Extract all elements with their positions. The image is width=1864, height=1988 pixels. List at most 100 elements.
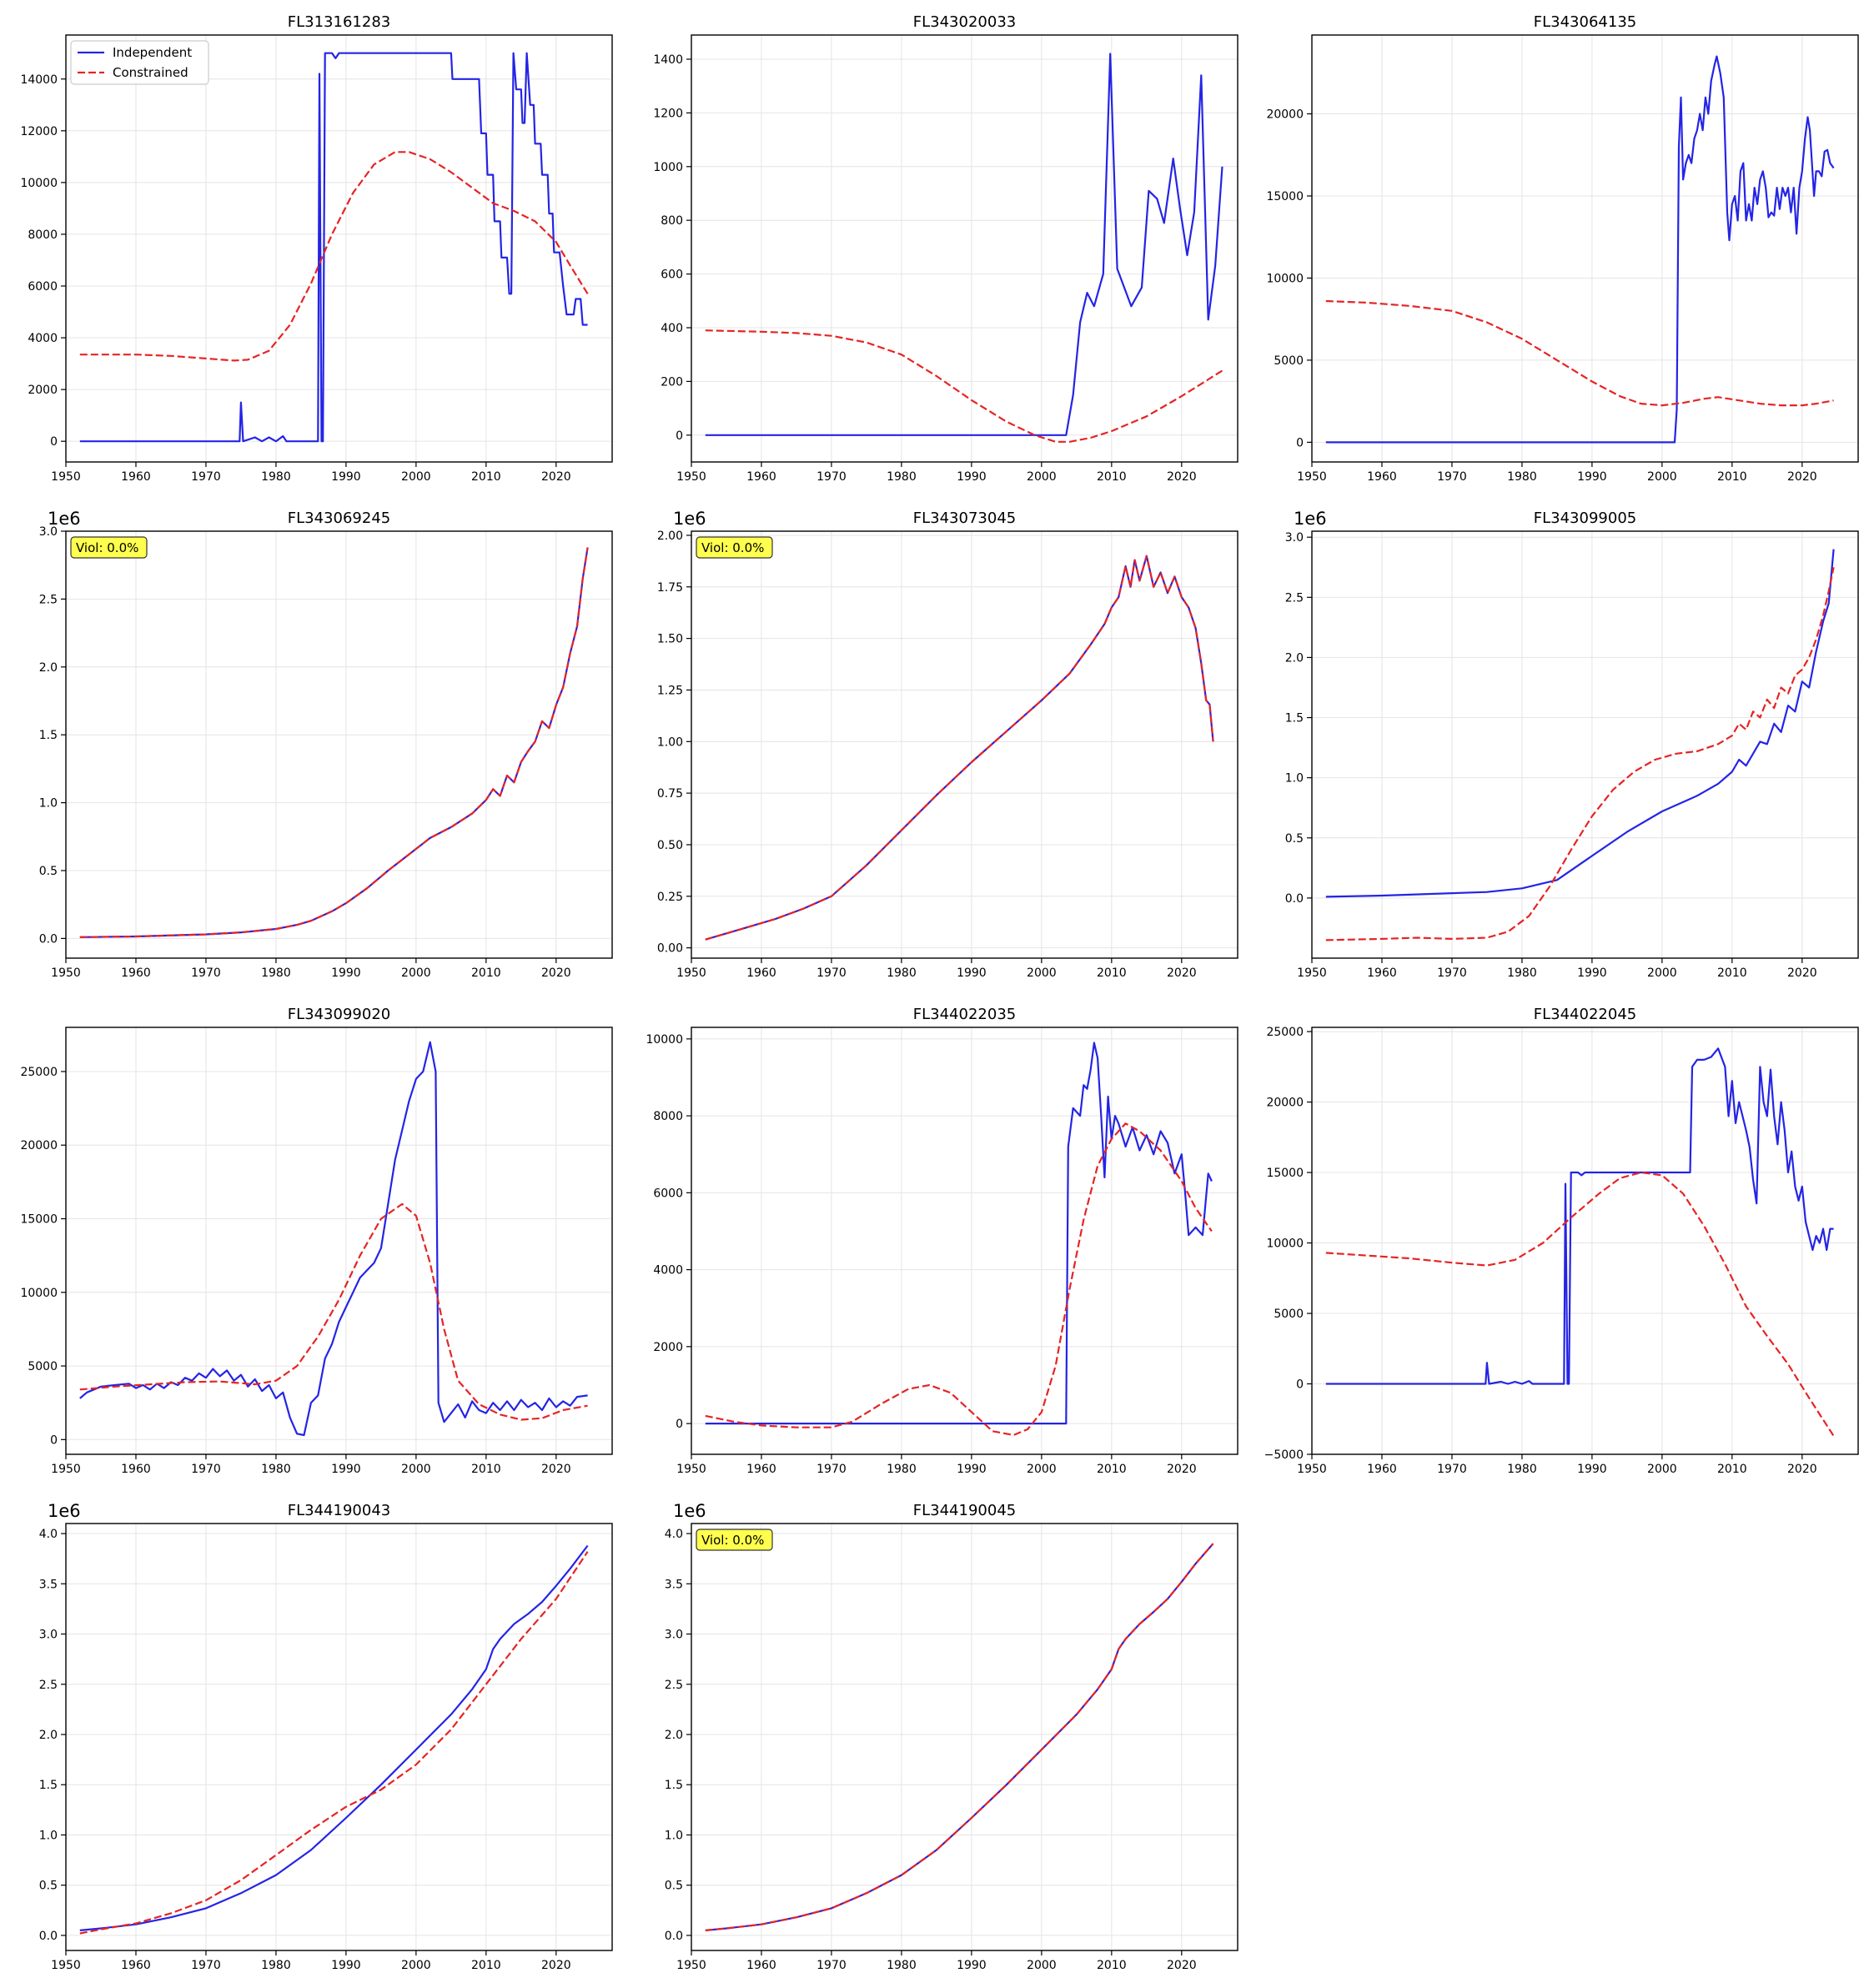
x-tick-label: 2000 xyxy=(1027,966,1057,980)
y-tick-label: 0 xyxy=(1296,1378,1304,1392)
x-tick-label: 1950 xyxy=(1297,1463,1327,1476)
legend-label-constrained: Constrained xyxy=(113,65,188,80)
y-tick-label: 6000 xyxy=(653,1187,683,1200)
axes-frame xyxy=(65,1523,613,1951)
y-tick-label: 1.0 xyxy=(39,797,58,811)
subplot-title: FL343073045 xyxy=(913,510,1016,527)
subplot-title: FL344190045 xyxy=(913,1502,1016,1519)
series-line-constrained xyxy=(1325,567,1835,941)
y-tick-label: 2000 xyxy=(653,1341,683,1354)
subplot-title: FL343069245 xyxy=(288,510,390,527)
x-tick-label: 1980 xyxy=(1507,1463,1537,1476)
y-tick-label: 25000 xyxy=(1266,1026,1304,1039)
series-line-constrained xyxy=(1325,1171,1835,1437)
legend-label-independent: Independent xyxy=(113,45,192,60)
x-tick-label: 1950 xyxy=(676,470,706,484)
x-tick-label: 2000 xyxy=(401,470,431,484)
x-tick-label: 1950 xyxy=(1297,966,1327,980)
x-tick-label: 1980 xyxy=(261,1959,291,1972)
subplot-title: FL343064135 xyxy=(1534,13,1636,31)
y-tick-label: 0.00 xyxy=(657,942,683,956)
x-tick-label: 1950 xyxy=(51,966,81,980)
x-tick-label: 1970 xyxy=(816,966,847,980)
series-line-constrained xyxy=(705,1122,1213,1436)
axes-frame xyxy=(65,530,613,959)
y-tick-label: 15000 xyxy=(20,1213,58,1227)
x-tick-label: 2000 xyxy=(401,1463,431,1476)
x-tick-label: 1980 xyxy=(887,1959,917,1972)
y-tick-label: 20000 xyxy=(1266,1097,1304,1110)
y-tick-label: −5000 xyxy=(1264,1448,1304,1462)
y-tick-label: 10000 xyxy=(20,1287,58,1300)
subplot-FL343064135: 1950 1960 1970 1980 1990 2000 2010 2020 0 5000 100… xyxy=(1266,13,1859,484)
x-tick-label: 2020 xyxy=(541,470,571,484)
y-tick-label: 2.5 xyxy=(665,1679,683,1692)
y-tick-label: 12000 xyxy=(20,125,58,138)
y-tick-label: 0.0 xyxy=(39,932,58,946)
x-tick-label: 2000 xyxy=(1027,470,1057,484)
x-tick-label: 2020 xyxy=(541,966,571,980)
y-tick-label: 2.0 xyxy=(39,1729,58,1742)
y-offset-label: 1e6 xyxy=(48,509,81,529)
series-line-constrained xyxy=(79,151,589,362)
y-tick-label: 0 xyxy=(50,1433,58,1447)
x-tick-label: 1970 xyxy=(816,470,847,484)
axes-frame xyxy=(691,1027,1238,1455)
y-tick-label: 0.5 xyxy=(39,1880,58,1893)
y-tick-label: 4.0 xyxy=(39,1528,58,1541)
y-tick-label: 2.0 xyxy=(39,661,58,675)
series-line-constrained xyxy=(79,1202,588,1421)
x-tick-label: 1960 xyxy=(746,470,776,484)
x-tick-label: 1990 xyxy=(331,1463,361,1476)
x-tick-label: 1960 xyxy=(121,470,151,484)
x-tick-label: 1950 xyxy=(676,1463,706,1476)
x-tick-label: 1960 xyxy=(746,1463,776,1476)
axes-frame xyxy=(691,34,1238,463)
y-tick-label: 1.25 xyxy=(657,684,683,697)
y-tick-label: 8000 xyxy=(28,228,58,242)
x-tick-label: 2010 xyxy=(471,966,501,980)
y-tick-label: 6000 xyxy=(28,280,58,294)
x-tick-label: 2010 xyxy=(1097,1463,1127,1476)
y-tick-label: 0.0 xyxy=(39,1930,58,1943)
y-tick-label: 3.5 xyxy=(39,1578,58,1591)
x-tick-label: 2010 xyxy=(1097,1959,1127,1972)
subplot-title: FL344022045 xyxy=(1534,1006,1636,1023)
series-line-independent xyxy=(79,547,589,938)
subplot-FL343099005: 1950 1960 1970 1980 1990 2000 2010 2020 0.0 0.5 1.… xyxy=(1285,509,1859,980)
y-tick-label: 10000 xyxy=(20,177,58,190)
y-tick-label: 20000 xyxy=(1266,108,1304,122)
x-tick-label: 1970 xyxy=(191,470,221,484)
x-tick-label: 2010 xyxy=(471,1959,501,1972)
y-tick-label: 10000 xyxy=(1266,1237,1304,1251)
y-tick-label: 1000 xyxy=(653,161,683,174)
y-tick-label: 4000 xyxy=(653,1264,683,1278)
x-tick-label: 1970 xyxy=(191,1463,221,1476)
y-tick-label: 2.5 xyxy=(1285,591,1304,605)
subplot-FL343020033: 1950 1960 1970 1980 1990 2000 2010 2020 0 200 400 6… xyxy=(653,13,1238,484)
x-tick-label: 2020 xyxy=(1167,470,1197,484)
y-tick-label: 2.0 xyxy=(665,1729,683,1742)
x-tick-label: 2020 xyxy=(541,1463,571,1476)
x-tick-label: 2020 xyxy=(1167,966,1197,980)
subplot-FL313161283: 1950 1960 1970 1980 1990 2000 2010 2020 0 2000 400… xyxy=(20,13,613,484)
series-line-independent xyxy=(705,555,1214,941)
y-tick-label: 3.0 xyxy=(39,525,58,539)
subplot-title: FL313161283 xyxy=(288,13,390,31)
x-tick-label: 2020 xyxy=(1167,1463,1197,1476)
x-tick-label: 2010 xyxy=(1097,966,1127,980)
subplot-FL343099020: 1950 1960 1970 1980 1990 2000 2010 2020 0 5000 100… xyxy=(20,1006,613,1476)
axes-frame xyxy=(65,1027,613,1455)
x-tick-label: 1980 xyxy=(261,1463,291,1476)
y-tick-label: 10000 xyxy=(1266,272,1304,285)
x-tick-label: 2020 xyxy=(541,1959,571,1972)
x-tick-label: 2010 xyxy=(1717,470,1747,484)
violation-badge xyxy=(70,536,148,559)
y-tick-label: 0 xyxy=(1296,436,1304,449)
series-line-independent xyxy=(705,53,1223,436)
x-tick-label: 1990 xyxy=(957,1463,987,1476)
y-tick-label: 0 xyxy=(50,435,58,449)
y-tick-label: 10000 xyxy=(646,1033,683,1047)
violation-badge xyxy=(696,536,773,559)
